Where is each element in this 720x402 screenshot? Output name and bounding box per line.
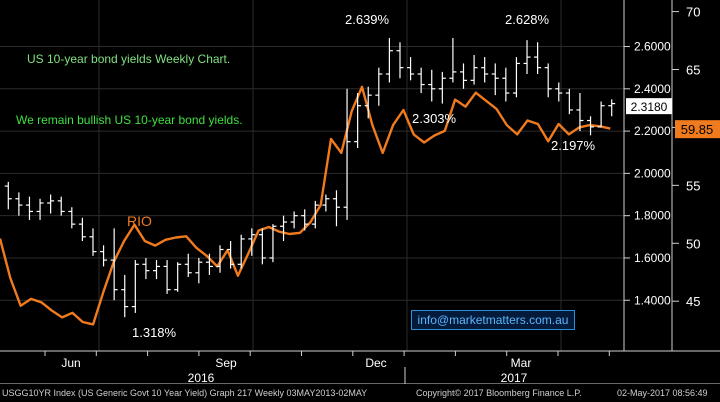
ohlc-bar [534,42,542,75]
ohlc-bar [332,190,340,227]
rio-series-label: RIO [127,213,152,229]
ohlc-bar [89,228,97,256]
ohlc-bar [523,40,531,75]
ohlc-bar [269,224,277,263]
ohlc-bar [301,209,309,231]
footer-left: USGG10YR Index (US Generic Govt 10 Year … [2,388,368,398]
x-tick-label: Sep [215,356,237,370]
ohlc-bar [502,67,510,102]
ohlc-bar [184,253,192,277]
ohlc-bar [248,228,256,256]
ohlc-bar [428,69,436,102]
ohlc-bar [544,63,552,98]
x-year-label: 2016 [188,371,215,385]
ohlc-bar [110,228,118,301]
x-tick-label: Dec [365,356,386,370]
price-callout: 2.639% [345,12,390,27]
ohlc-bar [280,215,288,242]
ohlc-bar [375,67,383,106]
ohlc-bar [597,101,605,128]
price-callout: 2.628% [505,12,550,27]
yield-series [4,38,616,318]
ohlc-bar [100,245,108,267]
ohlc-bar [237,234,245,269]
rio-tick-label: 55 [686,178,700,193]
ohlc-bar [311,200,319,229]
ohlc-bar [470,54,478,85]
rio-tick-label: 45 [686,294,700,309]
ohlc-bar [555,82,563,102]
ohlc-bar [290,211,298,229]
ohlc-bar [258,228,266,265]
price-callout: 2.303% [412,111,457,126]
chart-title: US 10-year bond yields Weekly Chart. [27,52,231,66]
footer-right: 02-May-2017 08:56:49 [617,388,708,398]
ohlc-bar [438,71,446,104]
ohlc-bar [36,198,44,220]
ohlc-bar [587,116,595,136]
ohlc-bar [608,99,616,117]
yield-tick-label: 1.4000 [634,293,671,307]
ohlc-bar [163,260,171,294]
ohlc-bar [491,63,499,96]
ohlc-bar [364,86,372,119]
x-tick-label: Mar [511,356,532,370]
yield-last-tag [626,98,672,115]
price-callout: 2.197% [551,138,596,153]
ohlc-bar [385,38,393,83]
ohlc-bar [396,42,404,79]
ohlc-bar [343,88,351,220]
ohlc-bar [565,88,573,115]
yield-tick-label: 2.4000 [634,82,671,96]
ohlc-bar [407,57,415,81]
rio-tick-label: 50 [686,236,700,251]
yield-last-value: 2.3180 [631,100,668,114]
footer-center: Copyright© 2017 Bloomberg Finance L.P. [416,388,582,398]
ohlc-bar [512,57,520,98]
price-callout: 1.318% [132,325,177,340]
yield-tick-label: 2.0000 [634,166,671,180]
yield-tick-label: 2.2000 [634,124,671,138]
ohlc-bar [449,38,457,83]
x-year-label: 2017 [501,371,528,385]
ohlc-bar [227,241,235,269]
ohlc-bar [47,194,55,214]
ohlc-bar [174,262,182,292]
rio-last-tag [675,120,720,139]
ohlc-bar [25,196,33,220]
rio-tick-label: 70 [686,5,700,20]
ohlc-bar [216,245,224,273]
ohlc-bar [15,192,23,216]
rio-tick-label: 65 [686,63,700,78]
ohlc-bar [142,257,150,280]
ohlc-bar [57,196,65,216]
ohlc-bar [195,257,203,284]
yield-tick-label: 1.6000 [634,251,671,265]
ohlc-bar [4,181,12,210]
footer-bar: USGG10YR Index (US Generic Govt 10 Year … [0,384,720,402]
ohlc-bar [460,63,467,89]
ohlc-bar [354,93,362,149]
rio-last-value: 59.85 [681,122,714,137]
view-note: We remain bullish US 10-year bond yields… [16,113,243,127]
ohlc-bar [68,207,76,229]
contact-email[interactable]: info@marketmatters.com.au [411,310,575,330]
chart-labels: RIO 2.639% 2.628% 2.303% 2.197% 1.318% 2.3180 5… [127,12,720,340]
ohlc-bar [131,260,139,313]
yield-tick-label: 1.8000 [634,209,671,223]
x-tick-label: Jun [61,356,80,370]
ohlc-bar [153,260,160,280]
ohlc-bar [322,194,330,212]
ohlc-bar [576,93,584,132]
yield-tick-label: 2.6000 [634,40,671,54]
ohlc-bar [121,274,129,318]
ohlc-bar [205,253,213,275]
ohlc-bar [417,67,425,94]
ohlc-bar [78,217,86,242]
ohlc-bar [481,57,489,83]
